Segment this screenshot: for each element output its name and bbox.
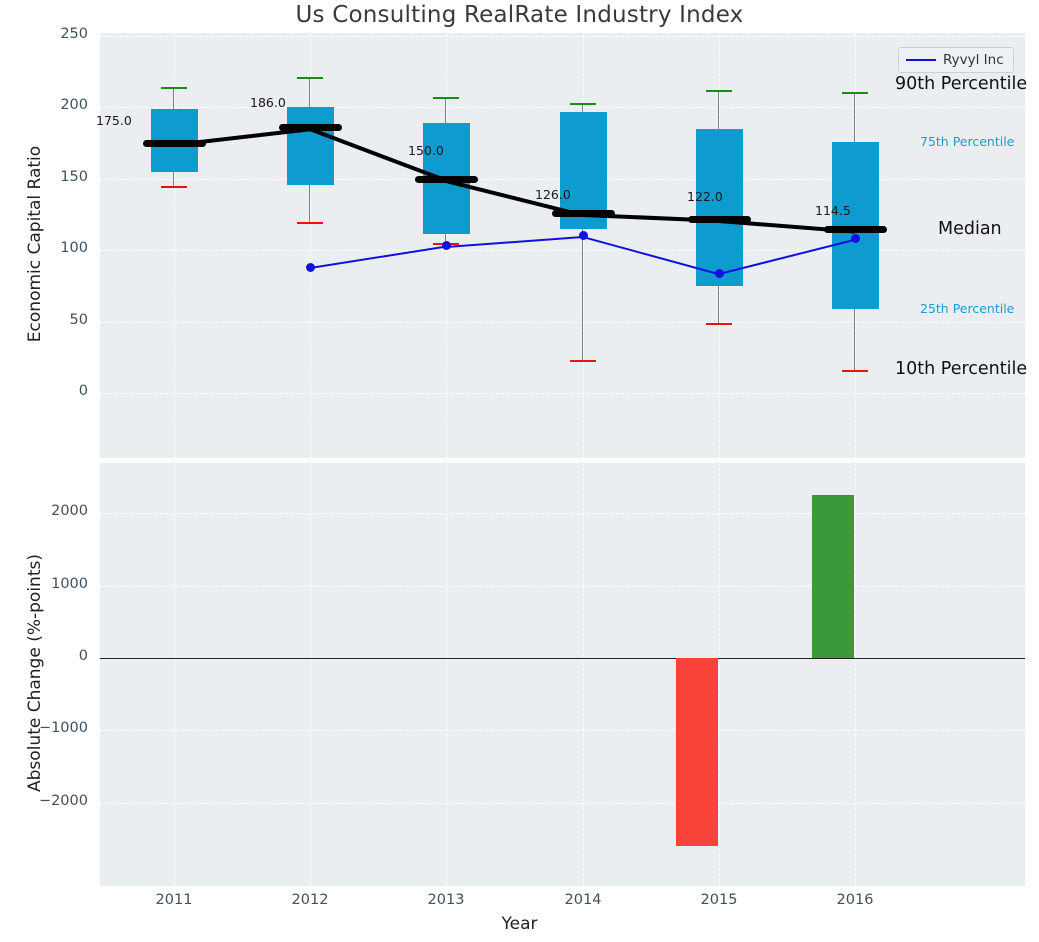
y-tick-label-top: 250 (60, 26, 88, 42)
gridline-horizontal (100, 393, 1025, 394)
median-value-label: 186.0 (250, 95, 286, 111)
y-tick-label-top: 50 (69, 311, 88, 328)
median-value-label: 126.0 (535, 187, 571, 203)
x-tick-label: 2016 (836, 892, 874, 908)
gridline-vertical (174, 463, 175, 886)
x-tick-label: 2011 (155, 892, 193, 908)
cap-10th-percentile (161, 185, 187, 188)
chart-title: Us Consulting RealRate Industry Index (295, 2, 744, 28)
y-tick-label-top: 150 (60, 168, 88, 185)
y-tick-label-top: 100 (60, 240, 88, 257)
gridline-horizontal (100, 513, 1025, 515)
company-data-point (441, 241, 451, 251)
gridline-vertical (174, 33, 175, 458)
median-bar (278, 124, 342, 132)
y-axis-label-bottom: Absolute Change (%-points) (25, 553, 45, 792)
company-data-point (578, 231, 588, 241)
y-tick-label-bottom: −2000 (38, 792, 88, 809)
cap-90th-percentile (570, 103, 596, 106)
y-tick-label-bottom: 0 (78, 648, 88, 665)
cap-10th-percentile (570, 360, 596, 363)
box-interquartile-range (695, 128, 743, 286)
cap-10th-percentile (842, 370, 868, 373)
x-tick-label: 2012 (291, 892, 329, 908)
cap-90th-percentile (161, 87, 187, 90)
median-bar (142, 140, 206, 148)
y-tick-label-top: 200 (60, 97, 88, 114)
cap-90th-percentile (297, 77, 323, 80)
annotation-25th-percentile: 25th Percentile (920, 300, 1015, 316)
company-data-point (714, 268, 724, 278)
cap-90th-percentile (842, 91, 868, 94)
gridline-vertical (855, 463, 856, 886)
x-tick-label: 2015 (700, 892, 738, 908)
gridline-vertical (719, 463, 720, 886)
cap-90th-percentile (706, 90, 732, 93)
median-value-label: 175.0 (96, 113, 132, 129)
box-interquartile-range (286, 107, 334, 185)
gridline-vertical (446, 463, 447, 886)
y-tick-label-bottom: 1000 (51, 575, 88, 592)
x-tick-label: 2013 (427, 892, 465, 908)
cap-90th-percentile (433, 97, 459, 100)
zero-line (100, 658, 1025, 660)
change-bar-panel (100, 463, 1025, 886)
annotation-median: Median (938, 219, 1002, 240)
gridline-horizontal (100, 107, 1025, 109)
annotation-75th-percentile: 75th Percentile (920, 133, 1015, 149)
median-bar (551, 210, 615, 218)
gridline-vertical (310, 463, 311, 886)
box-interquartile-range (559, 111, 607, 229)
company-data-point (305, 262, 315, 272)
gridline-horizontal (100, 250, 1025, 252)
boxplot-panel (100, 33, 1025, 458)
gridline-vertical (310, 33, 311, 458)
y-tick-label-bottom: 2000 (51, 503, 88, 520)
median-value-label: 114.5 (815, 203, 851, 219)
median-bar (414, 175, 478, 183)
gridline-horizontal (100, 36, 1025, 37)
median-bar (687, 215, 751, 223)
y-tick-label-bottom: −1000 (38, 720, 88, 737)
box-interquartile-range (831, 141, 879, 309)
x-axis-label: Year (501, 914, 538, 934)
median-bar (823, 226, 887, 234)
gridline-horizontal (100, 730, 1025, 732)
gridline-vertical (583, 463, 584, 886)
gridline-vertical (583, 33, 584, 458)
legend[interactable]: Ryvyl Inc (898, 47, 1014, 73)
legend-line-swatch (906, 59, 936, 61)
cap-10th-percentile (297, 221, 323, 224)
median-value-label: 150.0 (408, 142, 444, 158)
bar-negative-change (676, 658, 718, 847)
gridline-horizontal (100, 321, 1025, 323)
legend-series-label: Ryvyl Inc (943, 52, 1004, 68)
company-data-point (850, 234, 860, 244)
cap-10th-percentile (706, 323, 732, 326)
bar-positive-change (812, 495, 854, 659)
y-tick-label-top: 0 (78, 383, 88, 399)
median-value-label: 122.0 (687, 188, 723, 204)
annotation-10th-percentile: 10th Percentile (895, 359, 1028, 380)
gridline-horizontal (100, 585, 1025, 587)
gridline-horizontal (100, 802, 1025, 804)
annotation-90th-percentile: 90th Percentile (895, 73, 1028, 94)
x-tick-label: 2014 (564, 892, 602, 908)
